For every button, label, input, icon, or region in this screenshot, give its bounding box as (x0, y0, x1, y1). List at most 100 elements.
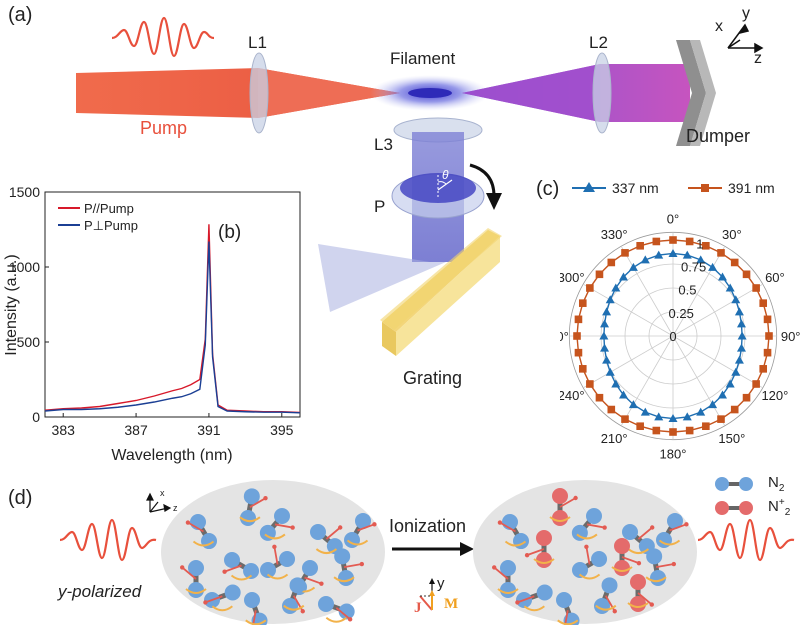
marker-337 (654, 250, 664, 259)
molecule (515, 584, 553, 612)
marker-391 (669, 236, 677, 244)
m-label: M (444, 596, 459, 612)
marker-391 (573, 332, 581, 340)
polar-spoke (672, 283, 763, 337)
radial-tick-label: 1 (696, 236, 703, 251)
legend-marker-391 (701, 184, 709, 192)
marker-391 (652, 237, 661, 246)
molecule (611, 538, 642, 576)
marker-391 (742, 393, 751, 402)
marker-391 (669, 428, 677, 436)
molecule (185, 514, 217, 550)
marker-337 (602, 355, 612, 364)
polar-chart: 337 nm 391 nm 0° 30° 60° 90° 120° 150° 180° 210… (560, 180, 801, 462)
angle-label: 0° (667, 211, 679, 226)
marker-391 (574, 348, 583, 357)
marker-391 (595, 393, 604, 402)
marker-391 (702, 422, 710, 431)
marker-337 (717, 390, 727, 399)
polar-spoke (672, 246, 726, 337)
polarizer-label: P (374, 197, 386, 216)
marker-337 (628, 262, 638, 271)
molecule (318, 596, 355, 623)
marker-337 (600, 343, 610, 352)
angle-label: 300° (560, 270, 585, 285)
marker-391 (685, 426, 694, 435)
j-label: J (414, 600, 422, 616)
radial-tick-label: 0.75 (681, 259, 706, 274)
molecule (627, 574, 654, 612)
marker-391 (759, 365, 768, 373)
setup-diagram (76, 16, 764, 356)
axis-y-label: y (742, 5, 750, 22)
ionization-label: Ionization (389, 516, 467, 536)
marker-391 (621, 249, 629, 257)
marker-337 (708, 400, 718, 409)
marker-337 (731, 367, 741, 376)
jm-axes-icon (419, 578, 435, 611)
molecule (572, 544, 608, 580)
molecule (344, 512, 377, 548)
marker-391 (742, 270, 751, 279)
legend-label-391: 391 nm (728, 180, 775, 196)
legend-label-337: 337 nm (612, 180, 659, 196)
molecule (524, 530, 555, 568)
marker-337 (668, 248, 678, 257)
marker-391 (730, 258, 739, 267)
x-axis-label: Wavelength (nm) (111, 447, 232, 464)
input-pulse-icon (59, 518, 157, 562)
panel-a-label: (a) (8, 4, 33, 26)
molecule (260, 544, 296, 580)
marker-337 (696, 255, 706, 264)
marker-391 (702, 241, 710, 250)
marker-391 (759, 299, 768, 307)
marker-337 (682, 250, 692, 259)
marker-337 (605, 367, 615, 376)
polar-spoke (620, 246, 674, 337)
axis-x-label: x (715, 18, 723, 35)
marker-391 (752, 284, 760, 292)
marker-337 (602, 307, 612, 316)
polar-spoke (672, 335, 726, 426)
molecule (497, 514, 529, 550)
lens-l2-label: L2 (589, 33, 608, 52)
lens-l2 (592, 52, 612, 134)
polar-spoke (583, 335, 674, 389)
marker-337 (611, 379, 621, 388)
axes-icon (727, 23, 764, 54)
series-line-p-parallel (44, 224, 301, 414)
marker-391 (652, 426, 661, 435)
output-pulse-icon (697, 518, 795, 562)
marker-337 (708, 262, 718, 271)
molecule (492, 560, 519, 598)
marker-337 (628, 400, 638, 409)
molecule (333, 548, 365, 586)
molecule (203, 584, 241, 612)
dumper-label: Dumper (686, 126, 751, 146)
molecule (571, 508, 607, 541)
radial-tick-label: 0 (669, 329, 676, 344)
beam-dumper (676, 40, 706, 146)
marker-391 (717, 249, 725, 257)
axis-y-label-d: y (437, 575, 445, 592)
marker-337 (736, 319, 746, 328)
legend-n2plus-label: N+2 (768, 497, 791, 518)
marker-337 (725, 379, 735, 388)
marker-337 (619, 272, 629, 281)
angle-label: 240° (560, 388, 585, 403)
legend-n2-label: N2 (768, 474, 785, 494)
molecule (180, 560, 207, 598)
angle-label: 180° (660, 447, 687, 462)
marker-391 (636, 241, 644, 250)
grating-label: Grating (403, 368, 463, 388)
marker-337 (696, 407, 706, 416)
marker-391 (607, 258, 616, 267)
marker-337 (682, 412, 692, 421)
axis-x-label-d: x (160, 488, 165, 498)
polar-spoke (620, 335, 674, 426)
marker-391 (595, 270, 604, 279)
y-tick-label: 500 (17, 334, 41, 350)
marker-337 (734, 355, 744, 364)
legend-label-p-parallel: P//Pump (84, 201, 134, 216)
